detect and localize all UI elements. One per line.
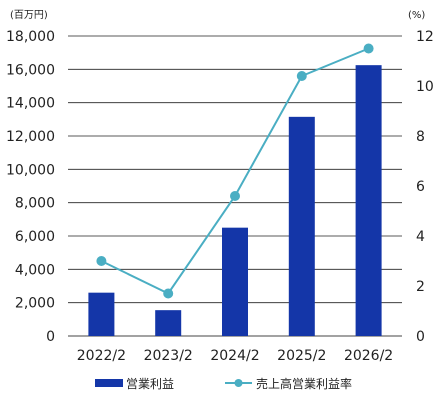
left-tick-label: 12,000 — [6, 129, 55, 145]
bar-series — [88, 65, 382, 337]
bar — [222, 227, 248, 336]
x-tick-label: 2022/2 — [77, 348, 126, 364]
bar — [155, 310, 182, 336]
right-tick-label: 0 — [416, 329, 425, 345]
line-point — [163, 288, 174, 299]
left-axis-unit: (百万円) — [10, 9, 48, 21]
legend: 営業利益 売上高営業利益率 — [95, 376, 352, 391]
x-tick-label: 2023/2 — [144, 348, 193, 364]
line-series — [96, 43, 374, 299]
x-tick-label: 2025/2 — [277, 348, 326, 364]
right-tick-label: 6 — [416, 179, 425, 195]
right-axis-unit: (%) — [408, 10, 425, 21]
legend-line-label: 売上高営業利益率 — [256, 376, 352, 391]
x-tick-label: 2024/2 — [210, 348, 259, 364]
right-tick-label: 12 — [416, 29, 434, 45]
line-point — [363, 43, 374, 54]
left-tick-label: 16,000 — [6, 62, 55, 78]
left-tick-label: 10,000 — [6, 162, 55, 178]
right-tick-label: 4 — [416, 229, 425, 245]
left-tick-label: 18,000 — [6, 29, 55, 45]
gridlines — [68, 35, 402, 337]
bar — [355, 65, 382, 337]
left-axis-ticks: 0 2,000 4,000 6,000 8,000 10,000 12,000 14,000 1… — [6, 29, 55, 345]
legend-line-marker — [234, 379, 243, 387]
right-tick-label: 10 — [416, 79, 434, 95]
left-tick-label: 14,000 — [6, 96, 55, 112]
right-axis-ticks: 0 2 4 6 8 10 12 — [416, 29, 434, 345]
left-tick-label: 2,000 — [15, 296, 55, 312]
legend-bar-label: 営業利益 — [126, 377, 174, 391]
line-point — [296, 71, 307, 81]
bar — [88, 292, 115, 336]
right-tick-label: 2 — [416, 279, 425, 295]
left-tick-label: 6,000 — [15, 229, 55, 245]
left-tick-label: 4,000 — [15, 262, 55, 278]
line-point — [230, 191, 240, 201]
x-tick-label: 2026/2 — [344, 348, 393, 364]
legend-bar-swatch — [95, 379, 123, 387]
left-tick-label: 0 — [46, 329, 55, 345]
right-tick-label: 8 — [416, 129, 425, 145]
bar — [288, 116, 315, 336]
left-tick-label: 8,000 — [15, 196, 55, 212]
line-point — [96, 256, 107, 266]
x-axis-ticks: 2022/2 2023/2 2024/2 2025/2 2026/2 — [77, 348, 393, 364]
